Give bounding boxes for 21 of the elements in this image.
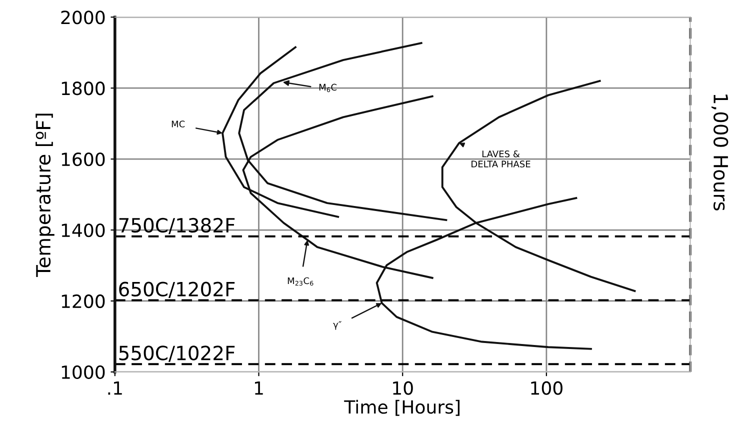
annotation: MC (172, 120, 185, 128)
ref-line-label: 750C/1382F (119, 218, 235, 234)
y-tick-label: 1800 (62, 82, 105, 96)
x-tick-label: 100 (531, 381, 562, 395)
ref-line-label: 650C/1202F (119, 282, 235, 298)
annotation: γ″ (333, 321, 342, 330)
y-tick-label: 1000 (62, 365, 105, 380)
ref-line-label: 550C/1022F (119, 346, 235, 362)
ref-line-label: 1,000 Hours (712, 94, 728, 210)
y-axis-title: Temperature [ºF] (36, 114, 54, 278)
x-axis-title: Time [Hours] (344, 400, 460, 416)
annotation: LAVES & DELTA PHASE (472, 150, 530, 168)
x-tick-label: 1 (255, 382, 263, 395)
x-tick-label: 10 (393, 381, 413, 395)
y-tick-label: 2000 (61, 10, 105, 24)
y-tick-label: 1200 (62, 294, 105, 308)
x-tick-label: .1 (108, 382, 122, 395)
annotation: M$_{23}$C$_{6}$ (288, 277, 314, 286)
y-tick-label: 1400 (62, 223, 105, 238)
y-tick-label: 1600 (62, 152, 105, 166)
annotation: M$_{6}$C (319, 84, 337, 92)
